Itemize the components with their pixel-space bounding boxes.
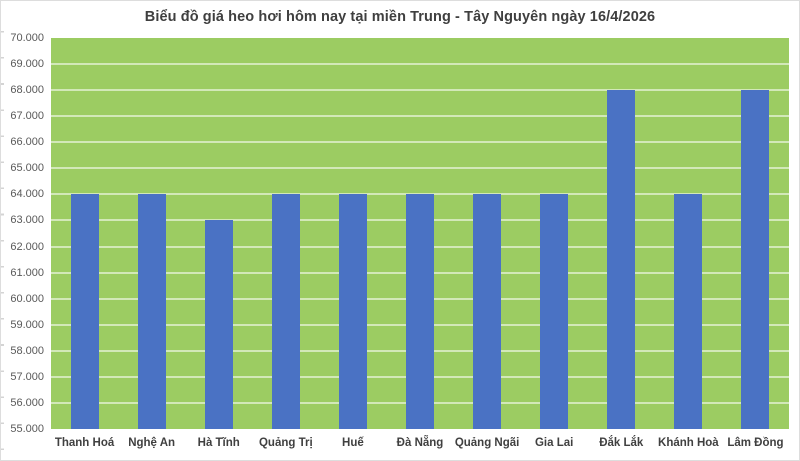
x-category-label: Gia Lai [534,437,574,449]
y-tick-label: 68.000 [10,84,44,97]
y-tick-label: 61.000 [10,266,44,279]
y-tick-label: 62.000 [10,240,44,253]
bar [741,90,770,429]
bar [271,194,300,429]
gridline [51,141,789,144]
x-category-label: Đắk Lắk [599,437,644,449]
bar [338,194,367,429]
gridline [51,167,789,170]
y-tick-label: 66.000 [10,136,44,149]
x-category-label: Đà Nẵng [396,437,444,449]
x-category-label: Thanh Hoá [54,437,115,449]
y-tick-label: 57.000 [10,370,44,383]
y-tick-label: 64.000 [10,188,44,201]
bar [70,194,99,429]
y-axis: 55.000 56.000 57.000 58.000 59.000 60.000 61.0… [1,32,44,435]
x-category-label: Huế [342,437,364,449]
plot-area [51,38,789,429]
x-category-label: Khánh Hoà [658,437,719,449]
y-tick-label: 63.000 [10,214,44,227]
bar [540,194,569,429]
x-category-label: Hà Tĩnh [197,437,240,449]
gridline [51,89,789,92]
y-tick-label: 70.000 [10,32,44,44]
bar [406,194,434,429]
y-tick-label: 60.000 [10,292,44,305]
y-tick-label: 58.000 [10,344,44,357]
chart-title: Biểu đồ giá heo hơi hôm nay tại miền Tru… [144,9,656,25]
y-tick-label: 55.000 [10,423,44,435]
x-axis: Thanh Hoá Nghệ An Hà Tĩnh Quảng Trị Huế Đà Nẵ… [51,436,789,458]
x-category-label: Lâm Đồng [727,437,784,449]
y-tick-label: 56.000 [10,396,44,409]
y-tick-label: 69.000 [10,58,44,71]
x-category-label: Nghệ An [128,437,176,449]
y-tick-label: 67.000 [10,110,44,123]
x-category-label: Quảng Trị [258,437,313,449]
bar [204,220,233,429]
edge-tick-marks [1,31,4,456]
y-tick-label: 65.000 [10,162,44,175]
gridline [51,115,789,118]
gridline [51,63,789,66]
bar [607,90,636,429]
y-tick-label: 59.000 [10,318,44,331]
bar [473,194,502,429]
bar [674,194,703,429]
bar [137,194,166,429]
x-category-label: Quảng Ngãi [454,437,520,449]
gridline [51,193,789,196]
